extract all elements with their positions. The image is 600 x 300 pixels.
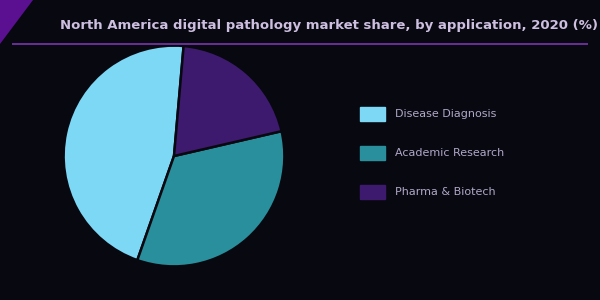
Wedge shape xyxy=(64,46,184,260)
Wedge shape xyxy=(137,131,284,266)
Wedge shape xyxy=(174,46,281,156)
Text: Pharma & Biotech: Pharma & Biotech xyxy=(395,187,496,197)
Polygon shape xyxy=(0,0,33,44)
Text: Disease Diagnosis: Disease Diagnosis xyxy=(395,109,496,119)
Text: Academic Research: Academic Research xyxy=(395,148,504,158)
Text: North America digital pathology market share, by application, 2020 (%): North America digital pathology market s… xyxy=(60,20,598,32)
